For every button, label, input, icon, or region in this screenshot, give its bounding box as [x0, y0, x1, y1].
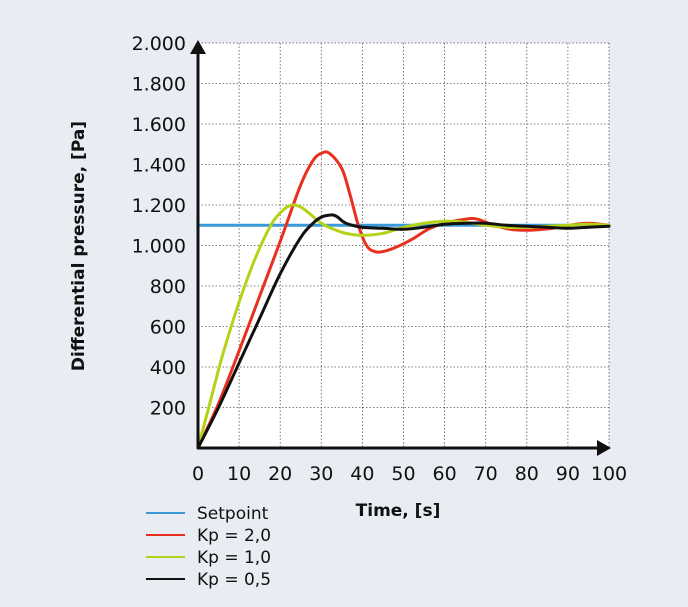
y-tick-labels: 200 400 600 800 1.000 1.200 1.400 1.600 1.800 2.0… [132, 33, 186, 420]
gridlines [198, 42, 610, 448]
x-tick-label: 40 [350, 463, 374, 485]
legend-label: Kp = 1,0 [197, 548, 271, 568]
y-tick-label: 400 [150, 357, 186, 379]
x-tick-label: 90 [556, 463, 580, 485]
y-tick-label: 1.400 [132, 155, 186, 177]
x-tick-label: 30 [309, 463, 333, 485]
x-tick-label: 100 [591, 463, 627, 485]
legend-label: Setpoint [197, 504, 269, 524]
series-lines [196, 150, 611, 450]
y-axis-title: Differential pressure, [Pa] [69, 121, 89, 371]
y-tick-label: 1.000 [132, 236, 186, 258]
y-tick-label: 1.200 [132, 195, 186, 217]
x-tick-label: 20 [268, 463, 292, 485]
y-tick-label: 200 [150, 398, 186, 420]
x-tick-label: 60 [433, 463, 457, 485]
y-tick-label: 2.000 [132, 33, 186, 55]
y-axis-arrow [190, 40, 206, 54]
y-tick-label: 800 [150, 276, 186, 298]
y-tick-label: 1.800 [132, 74, 186, 96]
legend-label: Kp = 0,5 [197, 570, 271, 590]
x-tick-label: 0 [192, 463, 204, 485]
legend-item-kp-2-0: Kp = 2,0 [146, 526, 271, 546]
x-axis-title: Time, [s] [356, 501, 441, 521]
x-tick-label: 10 [227, 463, 251, 485]
y-tick-label: 1.600 [132, 114, 186, 136]
legend-item-setpoint: Setpoint [146, 504, 269, 524]
x-tick-label: 70 [474, 463, 498, 485]
x-tick-labels: 0 10 20 30 40 50 60 70 80 90 100 [192, 463, 627, 485]
legend-item-kp-0-5: Kp = 0,5 [146, 570, 271, 590]
legend-item-kp-1-0: Kp = 1,0 [146, 548, 271, 568]
axes [190, 40, 611, 456]
x-tick-label: 50 [391, 463, 415, 485]
legend-label: Kp = 2,0 [197, 526, 271, 546]
x-axis-arrow [597, 440, 611, 456]
kp-2-0-line [196, 150, 611, 450]
x-tick-label: 80 [515, 463, 539, 485]
kp-0-5-line [196, 213, 611, 450]
y-tick-label: 600 [150, 317, 186, 339]
